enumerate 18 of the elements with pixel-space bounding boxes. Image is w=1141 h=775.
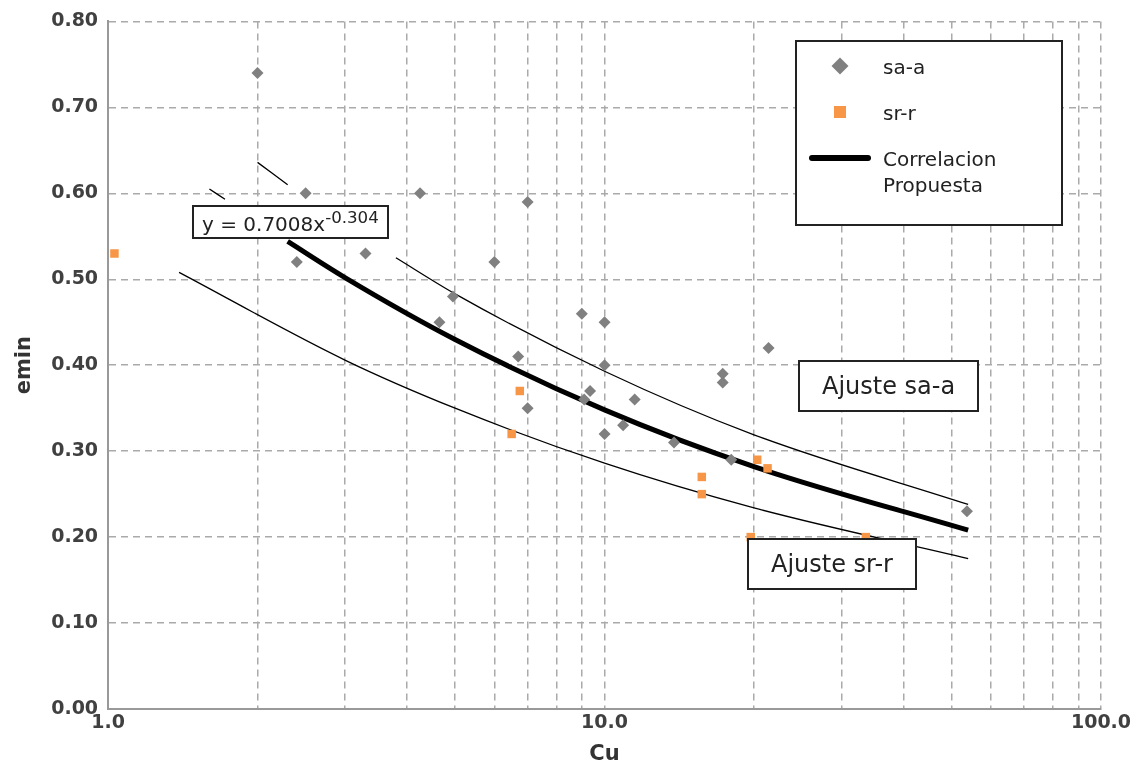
annotation: y = 0.7008x$^{-0.304}$ bbox=[192, 205, 389, 239]
legend-label: sa-a bbox=[883, 54, 926, 80]
x-tick-label: 100.0 bbox=[1070, 710, 1132, 733]
y-tick-label: 0.60 bbox=[51, 180, 99, 203]
annotation: Ajuste sa-a bbox=[798, 360, 980, 412]
y-tick-label: 0.20 bbox=[51, 524, 99, 547]
y-tick-label: 0.50 bbox=[51, 266, 99, 289]
y-tick-label: 0.80 bbox=[51, 8, 99, 31]
legend-label: sr-r bbox=[883, 100, 916, 126]
x-tick-label: 10.0 bbox=[581, 710, 628, 733]
legend-label: Correlacion Propuesta bbox=[883, 146, 998, 198]
y-tick-label: 0.40 bbox=[51, 352, 99, 375]
y-tick-label: 0.70 bbox=[51, 94, 99, 117]
y-tick-label: 0.10 bbox=[51, 609, 99, 632]
x-axis-title: Cu bbox=[589, 740, 620, 765]
y-tick-label: 0.30 bbox=[51, 438, 99, 461]
y-axis-title: emin bbox=[11, 336, 36, 395]
annotation: Ajuste sr-r bbox=[747, 538, 917, 590]
